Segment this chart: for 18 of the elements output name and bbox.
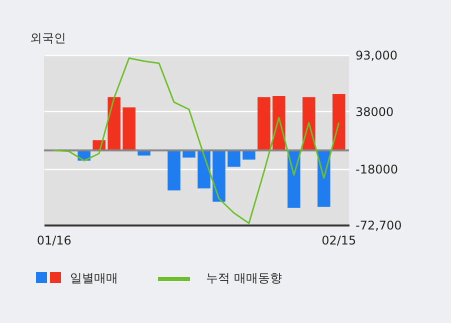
y-tick-label: 93,000 <box>356 48 398 62</box>
chart-title: 외국인 <box>30 30 66 47</box>
bar <box>198 150 210 188</box>
bar <box>228 150 240 167</box>
x-tick-label: 02/15 <box>322 234 356 248</box>
bar <box>212 150 226 202</box>
bar <box>168 150 180 190</box>
y-tick-label: 38000 <box>356 104 394 119</box>
legend-label: 누적 매매동향 <box>206 270 282 287</box>
y-tick-label: -72,700 <box>356 218 402 232</box>
bar <box>122 107 136 150</box>
y-tick-label: -18000 <box>356 162 398 176</box>
bar <box>332 94 346 150</box>
legend-label: 일별매매 <box>70 270 118 287</box>
bar <box>108 97 120 150</box>
x-tick-label: 01/16 <box>36 234 72 248</box>
line-series <box>53 57 340 224</box>
bar <box>258 97 270 150</box>
